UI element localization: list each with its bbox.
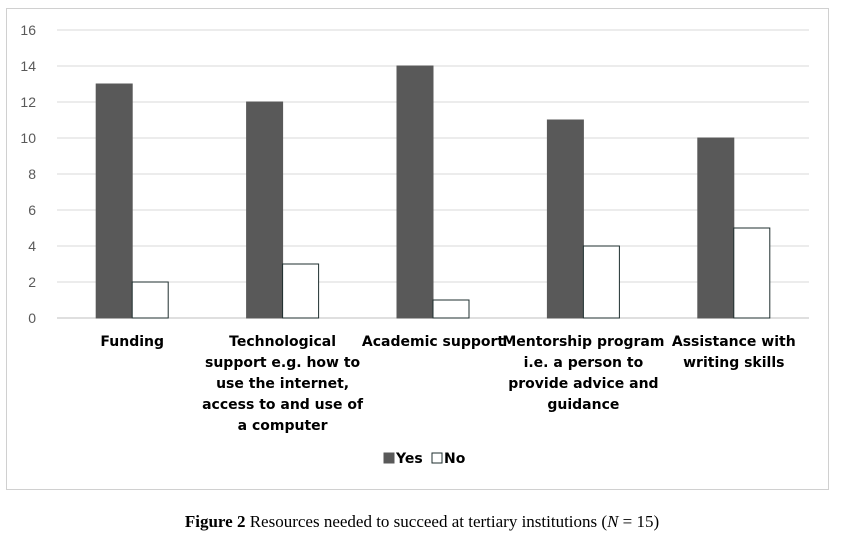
category-label: support e.g. how to	[205, 355, 361, 371]
caption-text: Resources needed to succeed at tertiary …	[245, 512, 608, 531]
bar-yes	[95, 83, 133, 319]
category-label: Assistance with	[672, 334, 796, 350]
legend-label: Yes	[395, 451, 423, 467]
bar-yes	[546, 119, 584, 319]
bar-no	[582, 245, 620, 319]
y-tick-label: 2	[28, 274, 36, 290]
figure-caption: Figure 2 Resources needed to succeed at …	[0, 512, 844, 532]
category-label: access to and use of	[202, 397, 364, 413]
category-label: writing skills	[683, 355, 784, 371]
bar-yes	[697, 137, 735, 319]
category-label: use the internet,	[216, 376, 349, 392]
y-tick-label: 0	[28, 310, 36, 326]
bar-yes	[246, 101, 284, 319]
y-tick-label: 8	[28, 166, 36, 182]
caption-label: Figure 2	[184, 512, 246, 531]
category-label: a computer	[238, 418, 328, 434]
category-label: i.e. a person to	[524, 355, 644, 371]
legend-label: No	[444, 451, 466, 467]
y-tick-label: 14	[20, 58, 36, 74]
caption-n-symbol: N	[607, 512, 619, 531]
bar-no	[131, 281, 169, 319]
y-tick-label: 4	[28, 238, 36, 254]
caption-text-end: = 15)	[618, 512, 660, 531]
y-tick-label: 6	[28, 202, 36, 218]
legend-swatch-no	[431, 452, 443, 464]
category-label: Technological	[229, 334, 336, 350]
category-label: Mentorship program	[502, 334, 664, 350]
bar-chart: 0 2 4 6 8 10 12 14 16 Funding Technological support…	[20, 22, 809, 467]
y-tick-label: 16	[20, 22, 36, 38]
y-tick-label: 12	[20, 94, 36, 110]
bar-yes	[396, 65, 434, 319]
category-label: Funding	[100, 334, 164, 350]
legend-swatch-yes	[383, 452, 395, 464]
chart-frame: 0 2 4 6 8 10 12 14 16 Funding Technological support…	[6, 8, 829, 490]
category-label: provide advice and	[508, 376, 658, 392]
bar-no	[282, 263, 320, 319]
category-label: guidance	[547, 397, 619, 413]
bar-no	[733, 227, 771, 319]
bar-no	[432, 299, 470, 319]
category-label: Academic support	[362, 334, 505, 350]
y-tick-label: 10	[20, 130, 36, 146]
